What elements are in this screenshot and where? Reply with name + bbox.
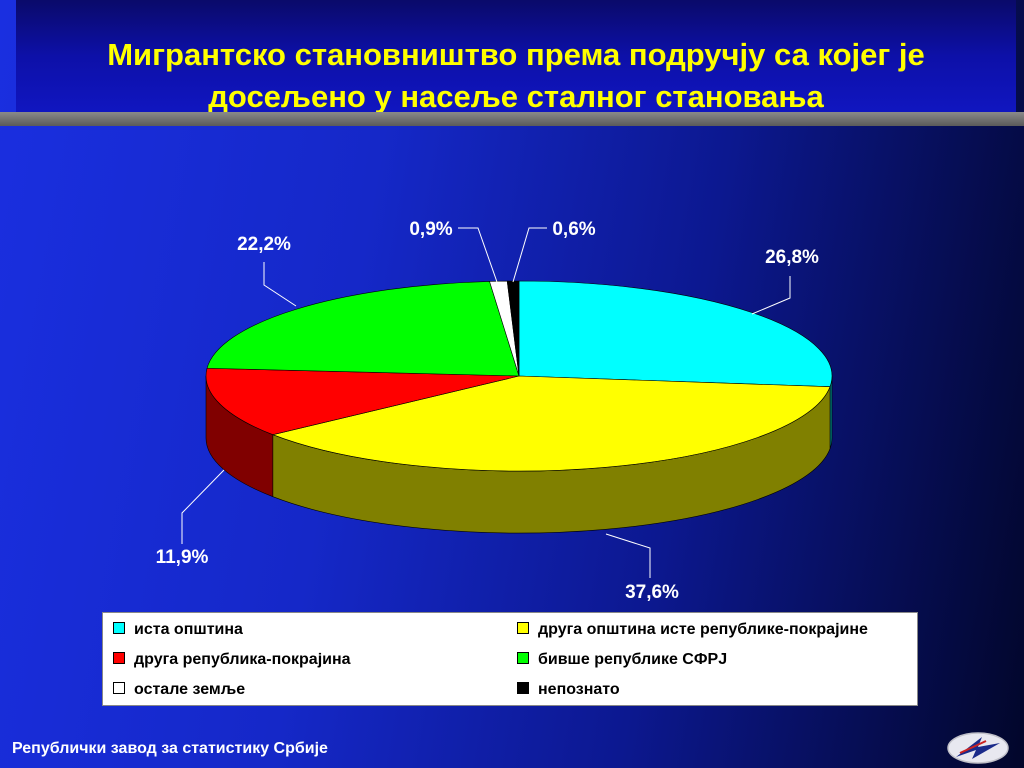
legend-item: бивше републике СФРЈ bbox=[517, 651, 727, 669]
legend-swatch bbox=[517, 652, 529, 664]
data-label: 11,9% bbox=[156, 547, 209, 568]
data-label: 22,2% bbox=[237, 234, 291, 255]
legend-swatch bbox=[517, 622, 529, 634]
leader-line bbox=[751, 276, 791, 315]
legend-swatch bbox=[113, 622, 125, 634]
data-label: 37,6% bbox=[625, 582, 679, 603]
title-bar: Мигрантско становништво према подручју с… bbox=[0, 0, 1024, 126]
legend-label: иста општина bbox=[134, 621, 243, 638]
slice-бивше-републике-СФРЈ bbox=[206, 281, 520, 377]
legend-item: друга општина исте републике-покрајине bbox=[517, 621, 868, 639]
rzs-logo-icon bbox=[947, 732, 1009, 764]
legend-item: непознато bbox=[517, 681, 620, 699]
legend-swatch bbox=[113, 652, 125, 664]
leader-line bbox=[181, 469, 225, 544]
data-label: 0,6% bbox=[552, 219, 595, 240]
legend-item: остале земље bbox=[113, 681, 245, 699]
leader-line bbox=[263, 262, 297, 307]
data-label: 0,9% bbox=[409, 219, 452, 240]
leader-line bbox=[605, 533, 651, 578]
slice-друга-општина-исте-републике-покрајине bbox=[271, 375, 831, 472]
legend-swatch bbox=[113, 682, 125, 694]
legend-label: непознато bbox=[538, 681, 620, 698]
legend-item: иста општина bbox=[113, 621, 243, 639]
footer-text: Републички завод за статистику Србије bbox=[12, 740, 328, 757]
slice-друга-република-покрајина bbox=[205, 367, 520, 436]
legend-label: бивше републике СФРЈ bbox=[538, 651, 728, 668]
legend-label: друга република-покрајина bbox=[134, 651, 351, 668]
leader-line bbox=[512, 227, 547, 283]
data-label: 26,8% bbox=[765, 247, 819, 268]
page-title: Мигрантско становништво према подручју с… bbox=[107, 37, 925, 114]
legend-item: друга република-покрајина bbox=[113, 651, 351, 669]
legend-swatch bbox=[517, 682, 529, 694]
leader-line bbox=[458, 227, 498, 283]
legend-label: остале земље bbox=[134, 681, 246, 698]
slice-иста-општина bbox=[518, 280, 833, 388]
chart-legend: иста општина друга општина исте републике… bbox=[102, 612, 918, 706]
legend-label: друга општина исте републике-покрајине bbox=[538, 621, 868, 638]
